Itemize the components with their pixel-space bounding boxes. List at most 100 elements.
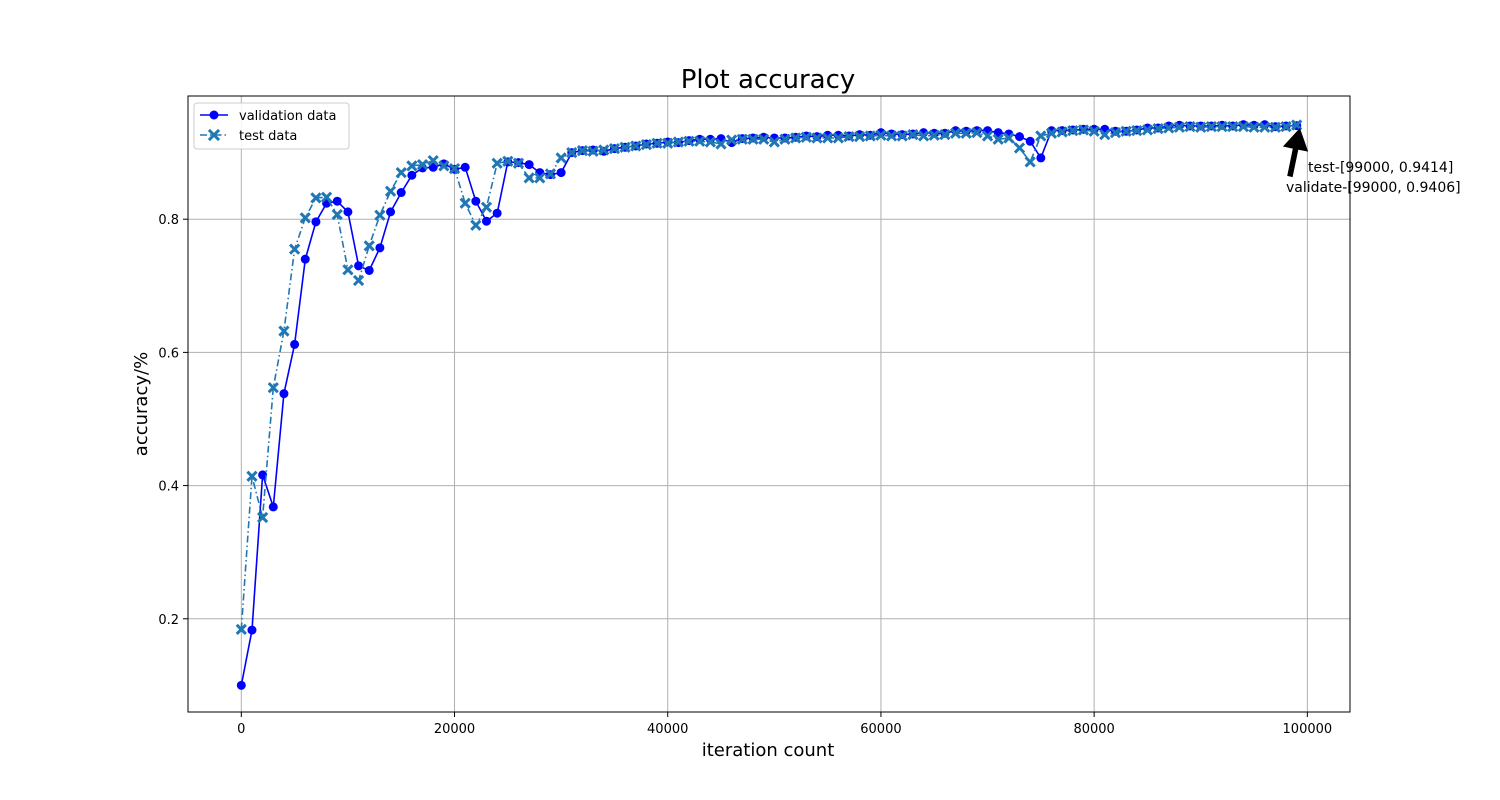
y-tick-label-3: 0.8 [158,213,179,228]
legend-marker-validation [209,110,219,120]
point-0-1 [247,625,257,635]
point-1-58 [853,131,866,143]
point-0-75 [1036,153,1046,163]
y-tick-label-2: 0.6 [158,346,179,361]
x-tick-label-5: 100000 [1283,722,1333,737]
point-1-87 [1163,122,1175,134]
point-1-72 [1003,132,1015,144]
point-1-23 [480,201,493,213]
point-1-22 [470,219,482,231]
point-1-57 [843,131,855,143]
point-1-53 [800,131,812,143]
point-1-83 [1120,125,1132,137]
point-1-77 [1056,126,1068,138]
point-1-79 [1077,124,1090,136]
point-1-34 [598,144,610,156]
legend-label-validation: validation data [239,109,336,124]
point-0-2 [258,470,268,480]
point-1-8 [320,191,333,203]
annotation-layer: test-[99000, 0.9414] validate-[99000, 0.… [1282,128,1461,196]
point-1-39 [651,137,663,149]
point-1-69 [971,127,983,139]
point-1-43 [694,135,706,147]
point-1-70 [981,130,994,142]
point-1-48 [747,133,759,145]
point-1-27 [523,172,535,184]
point-1-37 [630,140,642,152]
point-1-5 [288,243,301,255]
point-0-9 [332,196,342,206]
point-1-93 [1227,121,1239,133]
point-1-2 [257,511,269,524]
point-0-73 [1015,132,1025,142]
y-axis-ticks: 0.2 0.4 0.6 0.8 [158,213,188,628]
point-1-63 [907,129,919,141]
point-1-67 [949,127,962,139]
point-1-33 [587,145,599,157]
point-1-9 [331,208,343,221]
y-axis-label: accuracy/% [131,352,152,456]
annotation-test-label: test-[99000, 0.9414] [1308,160,1453,176]
point-1-20 [448,162,461,175]
point-1-6 [299,212,311,224]
point-0-23 [481,216,491,226]
point-1-78 [1067,125,1079,137]
series-1 [235,119,1303,636]
point-1-36 [619,141,631,153]
point-0-71 [993,128,1003,138]
annotation-arrow [1282,128,1309,178]
point-1-15 [395,166,407,179]
point-1-92 [1216,121,1228,133]
point-1-21 [459,197,471,209]
legend: validation data test data [193,102,350,150]
plot-frame [187,95,1351,713]
point-1-31 [566,146,578,159]
point-0-5 [290,339,300,349]
point-1-90 [1195,121,1207,133]
point-1-88 [1173,121,1186,133]
point-1-25 [502,155,514,167]
point-1-38 [640,138,653,151]
point-1-86 [1152,123,1164,135]
point-1-74 [1024,156,1036,168]
x-tick-label-3: 60000 [860,722,901,737]
point-1-16 [406,160,418,172]
x-tick-label-2: 40000 [647,722,688,737]
point-1-51 [779,133,791,145]
point-0-3 [268,502,278,512]
point-1-30 [555,152,567,164]
x-tick-label-4: 80000 [1073,722,1114,737]
point-1-61 [885,130,898,142]
point-1-47 [736,133,748,145]
point-0-15 [396,188,406,198]
point-0-22 [471,196,481,206]
point-1-84 [1131,125,1143,137]
point-1-99 [1291,119,1303,131]
point-1-44 [704,136,716,148]
point-1-80 [1088,125,1100,137]
point-1-24 [491,157,503,169]
point-1-0 [235,623,247,636]
x-axis-ticks: 0 20000 40000 60000 80000 100000 [237,712,1332,737]
y-tick-label-0: 0.2 [158,613,179,628]
point-1-68 [960,127,972,139]
point-1-54 [811,132,823,144]
point-1-60 [875,129,887,141]
point-0-30 [556,168,566,178]
point-1-56 [832,132,844,144]
point-0-18 [428,162,438,172]
point-1-55 [822,132,834,144]
point-1-95 [1248,121,1260,133]
point-1-65 [928,129,940,141]
point-1-75 [1035,130,1047,142]
point-1-94 [1237,121,1250,133]
point-1-28 [534,172,546,184]
annotation-validate-label: validate-[99000, 0.9406] [1286,180,1461,196]
point-1-7 [310,192,322,204]
point-1-17 [416,158,429,171]
point-1-49 [758,133,770,145]
point-0-0 [236,680,246,690]
y-tick-label-1: 0.4 [158,480,179,495]
series-layer [235,119,1303,690]
point-1-40 [662,137,674,149]
